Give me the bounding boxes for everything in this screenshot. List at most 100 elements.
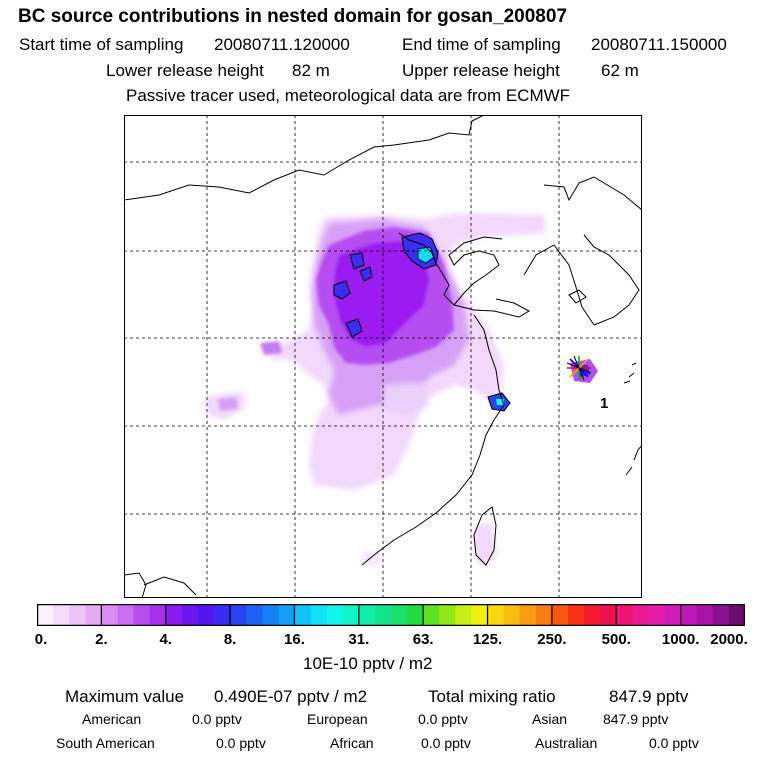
east-china-coast [361, 314, 505, 566]
lower-height-value: 82 m [292, 61, 330, 80]
colorbar-segment [487, 604, 505, 626]
colorbar-tick-label: 1000. [661, 631, 700, 648]
australian-value: 0.0 pptv [649, 735, 699, 751]
colorbar-segment [455, 604, 473, 626]
upper-height-label: Upper release height [402, 61, 560, 80]
colorbar-segment [374, 604, 392, 626]
colorbar-segment [439, 604, 456, 626]
colorbar-segment [37, 604, 54, 626]
colorbar-segment [712, 604, 730, 626]
colorbar-segment [53, 604, 70, 626]
colorbar-tick-label: 4. [159, 631, 172, 648]
bohai-coast [398, 232, 503, 306]
colorbar-segment [197, 604, 215, 626]
map-title: BC source contributions in nested domain… [18, 6, 568, 27]
colorbar-segment [165, 604, 183, 626]
colorbar-segment [519, 604, 537, 626]
total-mixing-value: 847.9 pptv [609, 687, 689, 706]
african-value: 0.0 pptv [421, 735, 471, 751]
china-north-border [124, 115, 485, 201]
shandong-coast [453, 298, 531, 318]
south-american-label: South American [56, 735, 155, 751]
concentration-plume [204, 213, 598, 567]
colorbar-segment [696, 604, 714, 626]
core-south [345, 318, 363, 338]
colorbar-segment [407, 604, 424, 626]
colorbar-segment [616, 604, 633, 626]
receptor-label: 1 [600, 395, 608, 412]
start-time-label: Start time of sampling [19, 35, 184, 54]
european-value: 0.0 pptv [418, 711, 468, 727]
colorbar-segment [664, 604, 682, 626]
colorbar-segment [262, 604, 279, 626]
colorbar-segment [648, 604, 666, 626]
colorbar-tick-label: 63. [412, 631, 434, 648]
korea-manchuria-border [543, 176, 642, 211]
colorbar-segment [85, 604, 102, 626]
map-panel: 1 [124, 115, 642, 598]
colorbar-segment [423, 604, 440, 626]
colorbar-segment [471, 604, 489, 626]
colorbar-tick-label: 125. [472, 631, 503, 648]
australian-label: Australian [535, 735, 598, 751]
colorbar-tick-label: 8. [223, 631, 237, 648]
american-value: 0.0 pptv [192, 711, 242, 727]
colorbar-segment [342, 604, 360, 626]
lower-height-label: Lower release height [106, 61, 264, 80]
colorbar-segment [294, 604, 312, 626]
colorbar-segment [230, 604, 247, 626]
map-frame [124, 115, 642, 598]
tracer-note: Passive tracer used, meteorological data… [126, 86, 571, 105]
taiwan-coast [473, 506, 497, 566]
max-value-label: Maximum value [65, 687, 185, 706]
colorbar-tick-label: 31. [348, 631, 370, 648]
colorbar-segment [535, 604, 553, 626]
colorbar-segment [310, 604, 328, 626]
colorbar-segment [503, 604, 521, 626]
end-time-value: 20080711.150000 [591, 35, 727, 54]
core-west-2 [349, 252, 365, 270]
colorbar-segment [117, 604, 135, 626]
colorbar-segment [214, 604, 231, 626]
colorbar-units: 10E-10 pptv / m2 [303, 654, 433, 673]
colorbar-segment [728, 604, 745, 626]
south-american-value: 0.0 pptv [216, 735, 266, 751]
colorbar-tick-label: 0. [34, 631, 48, 648]
colorbar-segment [568, 604, 585, 626]
asian-value: 847.9 pptv [603, 711, 669, 727]
leizhou-coast [124, 572, 147, 598]
plume-light-south [362, 551, 382, 565]
colorbar-tick-label: 2. [95, 631, 108, 648]
colorbar [37, 604, 745, 626]
american-label: American [82, 711, 142, 727]
colorbar-segment [632, 604, 650, 626]
colorbar-segment [278, 604, 296, 626]
korea-west-coast [523, 244, 595, 326]
european-label: European [307, 711, 368, 727]
colorbar-tick-label: 250. [537, 631, 567, 648]
colorbar-segment [600, 604, 617, 626]
colorbar-segment [133, 604, 151, 626]
colorbar-segment [326, 604, 344, 626]
colorbar-segment [584, 604, 601, 626]
japan-islands [623, 362, 642, 476]
colorbar-segment [246, 604, 263, 626]
colorbar-segment [101, 604, 119, 626]
colorbar-tick-label: 16. [284, 631, 305, 648]
core-west-3 [359, 266, 373, 282]
upper-height-value: 62 m [601, 61, 639, 80]
plume-west-patch [260, 341, 282, 355]
colorbar-segment [69, 604, 86, 626]
colorbar-segment [391, 604, 408, 626]
colorbar-tick-label: 2000. [710, 631, 748, 648]
colorbar-segment [551, 604, 569, 626]
core-west-1 [333, 280, 351, 300]
hainan-coast [143, 576, 197, 596]
korea-east-coast [583, 234, 640, 326]
coastlines [124, 115, 642, 598]
colorbar-tick-label: 500. [601, 631, 631, 648]
island-small [568, 289, 587, 304]
colorbar-frame [37, 604, 745, 626]
colorbar-segment [181, 604, 199, 626]
start-time-value: 20080711.120000 [214, 35, 350, 54]
